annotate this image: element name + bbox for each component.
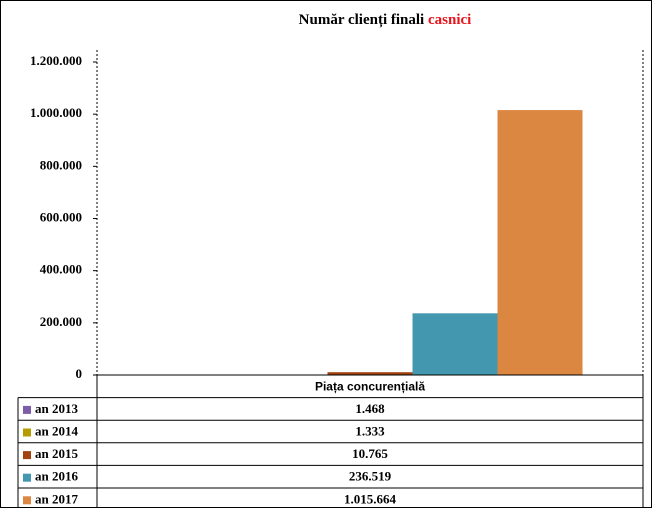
chart-title: Număr clienți finali casnici xyxy=(299,12,472,28)
y-tick-label: 600.000 xyxy=(40,209,82,224)
title-text: Număr clienți finali xyxy=(299,12,425,28)
value-label: 1.468 xyxy=(355,401,385,416)
legend-label: an 2013 xyxy=(35,401,78,416)
legend-swatch xyxy=(23,451,31,460)
y-tick-label: 400.000 xyxy=(40,262,82,277)
value-label: 236.519 xyxy=(349,469,392,484)
bar xyxy=(327,372,413,375)
y-tick-label: 0 xyxy=(76,366,83,381)
title-highlight: casnici xyxy=(428,12,471,28)
y-tick-label: 1.000.000 xyxy=(30,105,82,120)
legend-label: an 2014 xyxy=(35,423,78,438)
bar xyxy=(497,110,583,376)
legend-swatch xyxy=(23,496,31,505)
legend-label: an 2015 xyxy=(35,446,78,461)
y-tick-label: 800.000 xyxy=(40,157,82,172)
category-label: Piața concurențială xyxy=(315,379,425,393)
value-label: 10.765 xyxy=(352,446,388,461)
legend-label: an 2017 xyxy=(35,491,78,506)
y-tick-label: 1.200.000 xyxy=(30,53,82,68)
legend-swatch xyxy=(23,473,31,482)
y-tick-label: 200.000 xyxy=(40,314,82,329)
legend-label: an 2016 xyxy=(35,469,78,484)
value-label: 1.333 xyxy=(355,423,385,438)
legend-swatch xyxy=(23,405,31,414)
value-label: 1.015.664 xyxy=(344,491,397,506)
legend-swatch xyxy=(23,428,31,437)
bar xyxy=(412,313,498,375)
